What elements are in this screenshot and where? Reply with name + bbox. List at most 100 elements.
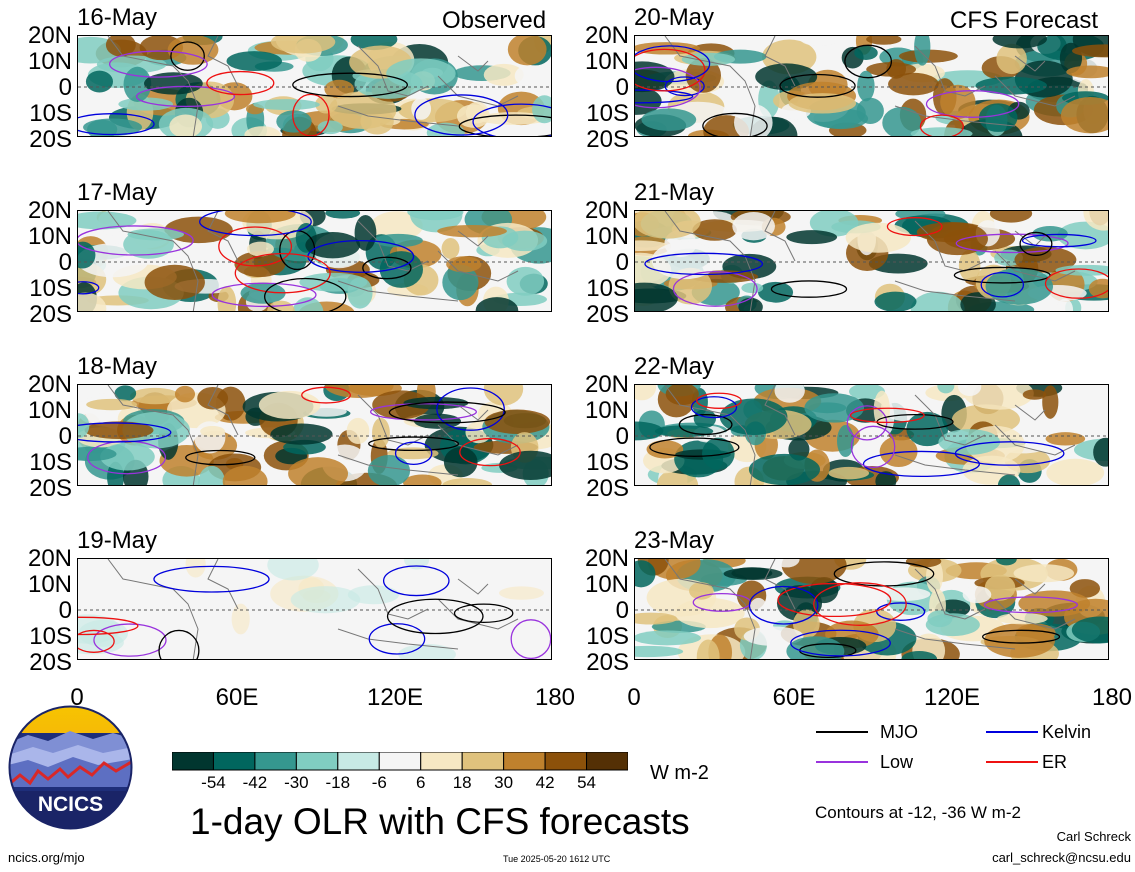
colorbar-swatch (461, 751, 505, 771)
map-panel-19-may (77, 558, 552, 660)
colorbar-tick-label: -18 (325, 773, 351, 792)
lon-tick-0-left: 0 (70, 684, 84, 711)
footer-url[interactable]: ncics.org/mjo (8, 850, 85, 865)
lat-tick-label: 20N (584, 371, 629, 398)
main-title: 1-day OLR with CFS forecasts (190, 801, 690, 842)
legend-kelvin: Kelvin (1042, 722, 1092, 742)
panel-date-22-may: 22-May (634, 353, 715, 380)
lat-tick-label: 20N (27, 545, 72, 572)
lat-tick-label: 10S (586, 623, 629, 650)
lat-tick-label: 20N (27, 371, 72, 398)
map-panel-21-may (634, 210, 1109, 312)
panel-date-23-may: 23-May (634, 527, 715, 554)
lon-tick-180-right: 180 (1091, 684, 1133, 711)
colorbar-swatch (544, 751, 588, 771)
panel-date-16-may: 16-May (77, 4, 158, 31)
lat-tick-label: 0 (58, 74, 72, 101)
colorbar-tick-label: 18 (452, 773, 472, 792)
colorbar-swatch (171, 751, 214, 771)
ncics-logo: NCICS (8, 705, 133, 830)
colorbar-swatch (295, 751, 339, 771)
lat-tick-label: 0 (615, 423, 629, 450)
panel-date-19-may: 19-May (77, 527, 158, 554)
lat-tick-label: 20S (29, 301, 72, 328)
lat-tick-label: 10S (586, 275, 629, 302)
lat-tick-label: 10N (27, 223, 72, 250)
observed-label: Observed (442, 7, 547, 34)
panel-date-18-may: 18-May (77, 353, 158, 380)
lat-tick-label: 20S (586, 126, 629, 153)
colorbar-tick-label: 30 (494, 773, 514, 792)
lon-tick-180-left: 180 (534, 684, 576, 711)
lat-tick-label: 20S (586, 649, 629, 676)
colorbar (171, 751, 629, 777)
map-panel-20-may (634, 35, 1109, 137)
lat-tick-label: 0 (615, 74, 629, 101)
contour-note: Contours at -12, -36 W m-2 (815, 803, 1021, 822)
map-panel-16-may (77, 35, 552, 137)
colorbar-tick-label: -30 (284, 773, 309, 792)
lat-tick-label: 10S (29, 449, 72, 476)
legend-low: Low (880, 752, 914, 772)
legend-mjo: MJO (880, 722, 918, 742)
colorbar-tick-label: -54 (201, 773, 226, 792)
lat-tick-label: 10S (29, 100, 72, 127)
lat-tick-label: 20N (584, 197, 629, 224)
lon-tick-60e-left: 60E (215, 684, 259, 711)
footer-email[interactable]: carl_schreck@ncsu.edu (992, 850, 1131, 865)
footer-author: Carl Schreck (1056, 829, 1131, 844)
map-panel-22-may (634, 384, 1109, 486)
lat-tick-label: 10N (584, 48, 629, 75)
lat-tick-label: 10N (27, 571, 72, 598)
colorbar-tick-label: 42 (535, 773, 555, 792)
colorbar-tick-label: 6 (415, 773, 426, 792)
lat-tick-label: 10S (29, 623, 72, 650)
lat-tick-label: 0 (615, 597, 629, 624)
lat-tick-label: 10N (584, 571, 629, 598)
lat-tick-label: 0 (58, 423, 72, 450)
lat-tick-label: 20S (29, 649, 72, 676)
colorbar-tick-label: -42 (242, 773, 268, 792)
legend-er: ER (1042, 752, 1068, 772)
lat-tick-label: 20N (27, 197, 72, 224)
lat-tick-label: 20N (584, 545, 629, 572)
lat-tick-label: 10N (27, 397, 72, 424)
lat-tick-label: 10N (584, 397, 629, 424)
footer-timestamp: Tue 2025-05-20 1612 UTC (503, 854, 611, 864)
colorbar-swatch (212, 751, 256, 771)
map-panel-23-may (634, 558, 1109, 660)
colorbar-swatch (378, 751, 422, 771)
colorbar-swatch (586, 751, 629, 771)
lat-tick-label: 20S (29, 126, 72, 153)
lat-tick-label: 10N (584, 223, 629, 250)
colorbar-tick-label: 54 (577, 773, 596, 792)
lat-tick-label: 20N (584, 22, 629, 49)
lat-tick-label: 0 (58, 597, 72, 624)
lat-tick-label: 10N (27, 48, 72, 75)
map-panel-17-may (77, 210, 552, 312)
panel-date-17-may: 17-May (77, 179, 158, 206)
panel-date-21-may: 21-May (634, 179, 715, 206)
lat-tick-label: 20S (586, 301, 629, 328)
lat-tick-label: 0 (615, 249, 629, 276)
panel-date-20-may: 20-May (634, 4, 715, 31)
lat-tick-label: 20S (29, 475, 72, 502)
colorbar-swatch (420, 751, 463, 771)
lat-tick-label: 20S (586, 475, 629, 502)
lon-tick-120e-right: 120E (923, 684, 981, 711)
map-panel-18-may (77, 384, 552, 486)
forecast-label: CFS Forecast (950, 7, 1099, 34)
lat-tick-label: 10S (586, 449, 629, 476)
lat-tick-label: 20N (27, 22, 72, 49)
lon-tick-60e-right: 60E (772, 684, 816, 711)
colorbar-unit: W m-2 (650, 762, 709, 784)
colorbar-tick-label: -6 (371, 773, 387, 792)
colorbar-swatch (337, 751, 380, 771)
colorbar-swatch (503, 751, 546, 771)
lon-tick-120e-left: 120E (366, 684, 424, 711)
logo-text: NCICS (38, 793, 103, 816)
colorbar-swatch (254, 751, 297, 771)
lat-tick-label: 10S (586, 100, 629, 127)
lat-tick-label: 0 (58, 249, 72, 276)
lat-tick-label: 10S (29, 275, 72, 302)
